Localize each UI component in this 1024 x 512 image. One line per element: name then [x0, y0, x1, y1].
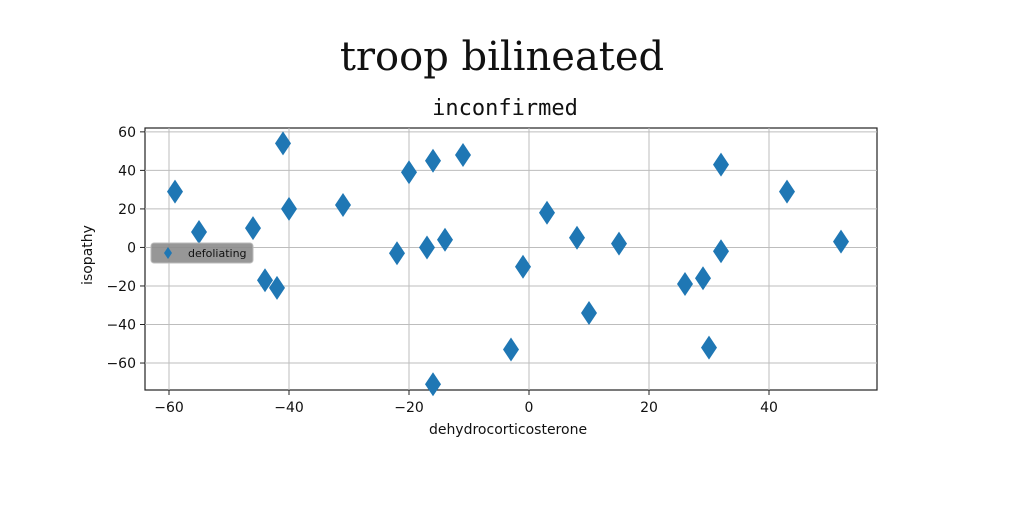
- data-point: [275, 131, 291, 156]
- plot-area: −60 −40 −20 0 20 40 60 40 20 0 −20 −40 −60 defoliat…: [106, 125, 878, 416]
- figure-title: troop bilineated: [340, 34, 664, 80]
- data-point: [419, 235, 435, 260]
- data-point: [713, 152, 729, 177]
- legend-label: defoliating: [188, 247, 247, 260]
- data-point: [833, 229, 849, 254]
- data-point: [701, 335, 717, 360]
- data-point: [335, 193, 351, 218]
- legend-box: [150, 242, 254, 264]
- y-tick-label: −40: [106, 318, 136, 334]
- data-point: [389, 241, 405, 266]
- x-tick-label: −40: [274, 400, 304, 416]
- data-point: [257, 268, 273, 293]
- y-tick-label: −20: [106, 279, 136, 295]
- data-point: [503, 337, 519, 362]
- chart-title: inconfirmed: [432, 96, 578, 121]
- data-point: [401, 160, 417, 185]
- x-axis-label: dehydrocorticosterone: [429, 422, 587, 438]
- data-point: [539, 200, 555, 225]
- y-ticks: 60 40 20 0 −20 −40 −60: [106, 125, 145, 372]
- y-tick-label: −60: [106, 356, 136, 372]
- data-point: [191, 220, 207, 245]
- data-point: [515, 254, 531, 279]
- data-point: [245, 216, 261, 241]
- legend: defoliating: [150, 242, 254, 264]
- x-tick-label: 20: [640, 400, 658, 416]
- data-point: [425, 148, 441, 173]
- y-tick-label: 20: [118, 202, 136, 218]
- data-point: [677, 272, 693, 297]
- data-point: [581, 300, 597, 325]
- data-point: [281, 196, 297, 221]
- x-ticks: −60 −40 −20 0 20 40: [154, 390, 778, 416]
- data-points: [167, 131, 849, 397]
- data-point: [167, 179, 183, 204]
- data-point: [713, 239, 729, 264]
- data-point: [695, 266, 711, 291]
- data-point: [425, 372, 441, 397]
- y-tick-label: 0: [127, 240, 136, 256]
- grid: [145, 128, 877, 390]
- data-point: [269, 275, 285, 300]
- data-point: [455, 142, 471, 167]
- y-tick-label: 40: [118, 163, 136, 179]
- data-point: [779, 179, 795, 204]
- x-tick-label: −20: [394, 400, 424, 416]
- x-tick-label: 0: [525, 400, 534, 416]
- legend-marker-diamond: [164, 247, 172, 259]
- data-point: [569, 225, 585, 250]
- y-tick-label: 60: [118, 125, 136, 141]
- x-tick-label: 40: [760, 400, 778, 416]
- y-axis-label: isopathy: [80, 225, 96, 285]
- data-point: [611, 231, 627, 256]
- x-tick-label: −60: [154, 400, 184, 416]
- data-point: [437, 227, 453, 252]
